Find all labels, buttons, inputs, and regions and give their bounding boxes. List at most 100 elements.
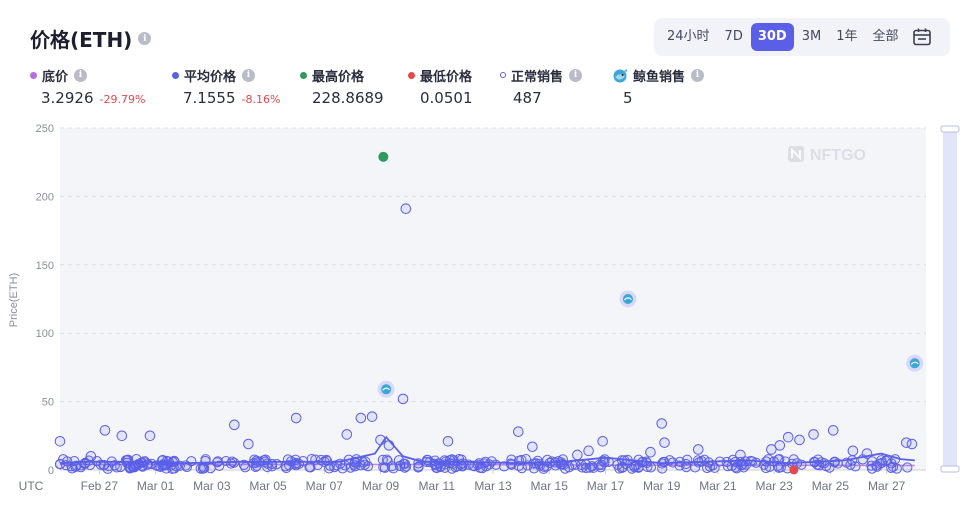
- sale-point: [324, 460, 336, 471]
- sale-point: [682, 454, 693, 465]
- y-axis-label: Price(ETH): [8, 273, 20, 327]
- x-tick-label: Mar 23: [755, 479, 793, 493]
- sale-point: [902, 462, 913, 473]
- sale-point: [435, 461, 446, 473]
- stat-value: 3.2926: [41, 89, 94, 107]
- stat-label: 鲸鱼销售: [633, 69, 686, 85]
- sale-point: [560, 463, 571, 474]
- sale-point: [240, 462, 251, 473]
- sale-point: [845, 459, 856, 470]
- whale-icon: [381, 384, 392, 395]
- sale-point: [527, 441, 538, 453]
- stat-floor-price: 底价 i 3.2926 -29.79%: [30, 66, 145, 107]
- sale-point: [355, 412, 367, 424]
- sale-point: [726, 460, 737, 472]
- y-tick-label: 100: [36, 328, 54, 340]
- tab-7d[interactable]: 7D: [724, 29, 743, 44]
- sale-point: [645, 462, 657, 473]
- sale-point: [809, 457, 820, 468]
- sale-point: [413, 462, 424, 473]
- sale-point: [155, 461, 166, 473]
- sale-point: [696, 456, 707, 467]
- sale-point: [318, 456, 330, 468]
- sale-point: [829, 456, 840, 467]
- sale-point: [304, 462, 315, 473]
- tab-all[interactable]: 全部: [872, 29, 899, 44]
- sale-point: [290, 454, 301, 465]
- x-tick-label: Mar 09: [362, 479, 400, 493]
- calendar-icon[interactable]: [911, 26, 933, 48]
- sale-point: [550, 460, 561, 471]
- tab-30d[interactable]: 30D: [750, 23, 794, 51]
- stat-whale-sales: 鲸鱼销售 i 5: [612, 66, 705, 107]
- stat-lowest-price: 最低价格 0.0501: [408, 66, 473, 107]
- sale-point: [499, 461, 510, 472]
- highest-sale-point: [378, 151, 389, 162]
- whale-icon-detail: [624, 297, 632, 301]
- stats-row: 底价 i 3.2926 -29.79% 平均价格 i 7.1555 -8.16% 最…: [30, 66, 730, 110]
- sale-point: [572, 449, 583, 461]
- sale-point: [528, 458, 539, 469]
- info-icon[interactable]: i: [569, 68, 583, 82]
- sale-point: [281, 462, 292, 474]
- sale-point: [335, 458, 346, 469]
- info-icon[interactable]: i: [138, 32, 152, 45]
- x-tick-label: Mar 21: [699, 479, 737, 493]
- sale-point: [847, 445, 859, 457]
- x-tick-label: Mar 25: [812, 479, 850, 493]
- stat-label: 最低价格: [420, 69, 473, 85]
- stat-label: 最高价格: [312, 69, 365, 85]
- sale-point: [383, 440, 395, 451]
- sale-point: [774, 440, 786, 451]
- x-tick-label: Mar 07: [306, 479, 344, 493]
- x-tick-label: Mar 05: [249, 479, 287, 493]
- x-tick-label: Mar 15: [531, 479, 569, 493]
- sale-point: [345, 462, 356, 473]
- sale-point: [586, 461, 598, 472]
- sale-point: [111, 462, 122, 473]
- sale-point: [583, 445, 594, 457]
- sale-point: [614, 463, 625, 474]
- x-tick-label: Mar 27: [868, 479, 906, 493]
- whale-sale-point: [906, 354, 924, 372]
- sale-point: [564, 462, 575, 473]
- stat-change: -8.16%: [241, 93, 281, 106]
- x-tick-label: Mar 17: [587, 479, 625, 493]
- sale-point: [731, 463, 742, 474]
- whale-sale-point: [619, 290, 637, 308]
- scrollbar-handle-top[interactable]: [940, 125, 960, 133]
- sale-point: [861, 448, 873, 459]
- sale-point: [597, 435, 608, 447]
- highest-price-marker: [300, 71, 307, 79]
- sale-point: [490, 459, 501, 470]
- stat-change: -29.79%: [99, 93, 146, 106]
- scrollbar-handle-bottom[interactable]: [940, 465, 960, 473]
- x-tick-label: Mar 13: [474, 479, 512, 493]
- tab-3m[interactable]: 3M: [801, 29, 822, 44]
- stat-normal-sales: 正常销售 i 487: [500, 66, 583, 107]
- stat-value: 0.0501: [420, 89, 473, 107]
- stat-value: 487: [513, 89, 542, 107]
- whale-icon-detail: [910, 361, 919, 365]
- tab-24h[interactable]: 24小时: [667, 29, 710, 44]
- sale-point: [702, 462, 713, 474]
- stat-value: 5: [623, 89, 633, 107]
- info-icon[interactable]: i: [242, 68, 256, 82]
- sale-point: [745, 455, 756, 467]
- sale-point: [67, 463, 78, 474]
- sale-point: [76, 460, 87, 471]
- sale-point: [633, 454, 644, 465]
- tab-1y[interactable]: 1年: [836, 29, 858, 44]
- range-scrollbar[interactable]: [940, 125, 960, 473]
- sale-point: [167, 463, 178, 474]
- sale-point: [220, 455, 232, 467]
- info-icon[interactable]: i: [691, 68, 705, 82]
- sale-point: [144, 430, 156, 442]
- info-icon[interactable]: i: [74, 68, 88, 82]
- whale-sale-point: [377, 380, 395, 398]
- plot-background: [60, 128, 926, 470]
- sale-point: [341, 429, 353, 440]
- average-price-marker: [172, 71, 179, 79]
- scrollbar-track[interactable]: [943, 128, 957, 470]
- sale-point: [472, 459, 483, 470]
